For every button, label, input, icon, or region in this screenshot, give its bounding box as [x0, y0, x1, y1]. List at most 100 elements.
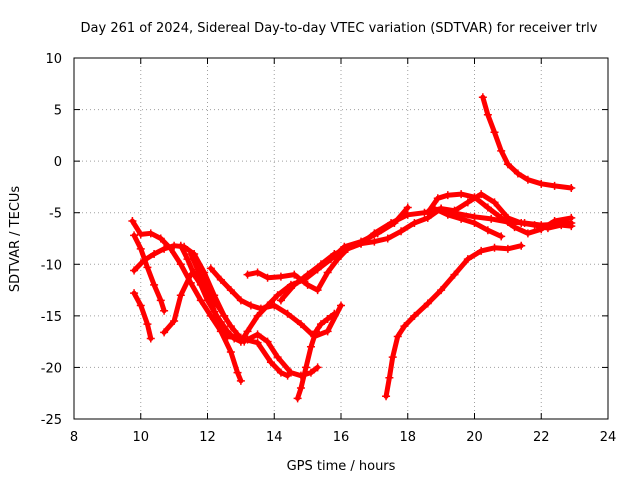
data-point [382, 392, 391, 401]
data-point [303, 280, 312, 289]
data-point [483, 110, 492, 119]
y-tick-label: 0 [54, 155, 62, 170]
data-point [170, 317, 179, 326]
data-point [301, 363, 310, 372]
series-line [295, 311, 337, 401]
data-point [373, 229, 382, 238]
data-point [316, 260, 325, 269]
data-point [266, 358, 275, 367]
data-point [243, 327, 252, 336]
data-point [296, 320, 305, 329]
data-point [190, 270, 199, 279]
data-point [160, 244, 169, 253]
series-arc-9 [243, 204, 576, 295]
data-point [276, 272, 285, 281]
data-point [550, 216, 559, 225]
data-point [246, 301, 255, 310]
data-point [233, 368, 242, 377]
data-point [283, 309, 292, 318]
x-tick-label: 8 [70, 430, 78, 445]
data-point [313, 363, 322, 372]
data-point [276, 368, 285, 377]
data-point [523, 175, 532, 184]
x-tick-labels: 8 10 12 14 16 18 20 22 24 [70, 430, 616, 445]
series-line [383, 243, 524, 399]
data-point [503, 160, 512, 169]
series-arc-7 [186, 249, 292, 380]
data-point [343, 244, 352, 253]
series-line [432, 206, 504, 239]
data-point [450, 270, 459, 279]
data-point [443, 191, 452, 200]
data-point [306, 368, 315, 377]
data-point [136, 244, 145, 253]
data-point [243, 270, 252, 279]
data-point [226, 322, 235, 331]
chart-title: Day 261 of 2024, Sidereal Day-to-day VTE… [81, 21, 598, 36]
data-point [150, 249, 159, 258]
data-point [470, 219, 479, 228]
data-point [236, 376, 245, 385]
series-arc-12 [276, 190, 576, 305]
data-point [403, 210, 412, 219]
data-point [290, 280, 299, 289]
data-point [567, 183, 576, 192]
data-point [537, 225, 546, 234]
x-tick-label: 22 [533, 430, 550, 445]
data-point [443, 210, 452, 219]
series-arc-2 [128, 216, 245, 385]
data-point [397, 227, 406, 236]
data-point [383, 234, 392, 243]
y-tick-labels: -25 -20 -15 -10 -5 0 5 10 [41, 52, 62, 428]
data-point [253, 330, 262, 339]
data-point [253, 338, 262, 347]
data-point [323, 327, 332, 336]
data-point [253, 268, 262, 277]
data-point [223, 332, 232, 341]
x-tick-label: 18 [399, 430, 416, 445]
y-tick-label: 5 [54, 104, 62, 119]
data-point [263, 273, 272, 282]
data-point [503, 244, 512, 253]
data-point [220, 311, 229, 320]
data-point [457, 214, 466, 223]
data-point [497, 232, 506, 241]
data-point [283, 371, 292, 380]
x-axis-label: GPS time / hours [287, 459, 396, 474]
data-point [400, 322, 409, 331]
x-tick-label: 24 [600, 430, 617, 445]
data-point [487, 214, 496, 223]
data-point [170, 241, 179, 250]
data-point [311, 327, 320, 336]
data-point [226, 286, 235, 295]
data-point [130, 266, 139, 275]
y-tick-label: -20 [41, 361, 62, 376]
data-point [323, 268, 332, 277]
data-point [146, 229, 155, 238]
data-point [130, 231, 139, 240]
data-point [470, 193, 479, 202]
data-point [450, 206, 459, 215]
series-arc-10 [293, 309, 339, 403]
data-point [463, 255, 472, 264]
data-point [490, 198, 499, 207]
series-arc-15 [478, 93, 576, 192]
data-point [477, 190, 486, 199]
data-point [457, 190, 466, 199]
data-point [143, 263, 152, 272]
series-line [129, 218, 244, 384]
data-point [463, 198, 472, 207]
data-point [423, 299, 432, 308]
data-point [206, 264, 215, 273]
data-point [313, 286, 322, 295]
data-point [160, 328, 169, 337]
y-axis-label: SDTVAR / TECUs [8, 186, 23, 293]
data-point [200, 280, 209, 289]
data-point [196, 296, 205, 305]
series-arc-13 [382, 241, 526, 401]
series-arc-14 [423, 190, 576, 238]
data-point [303, 270, 312, 279]
data-point [550, 181, 559, 190]
data-point [477, 246, 486, 255]
data-point [130, 289, 139, 298]
